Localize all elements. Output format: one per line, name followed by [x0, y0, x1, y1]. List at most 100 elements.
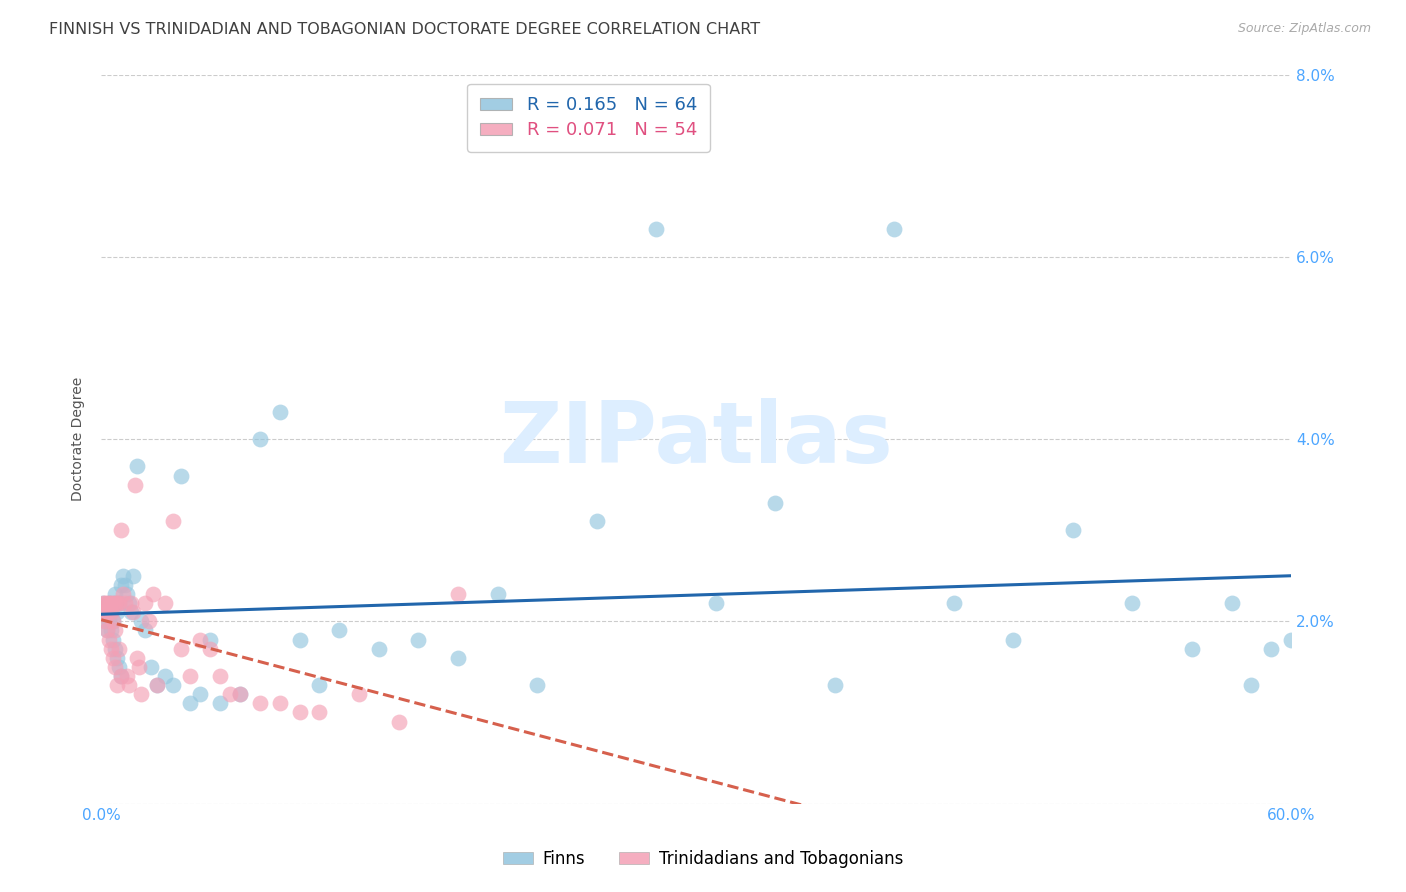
- Point: [110, 669, 132, 683]
- Point: [122, 568, 145, 582]
- Point: [249, 697, 271, 711]
- Point: [219, 687, 242, 701]
- Point: [122, 605, 145, 619]
- Point: [308, 706, 330, 720]
- Point: [120, 596, 142, 610]
- Point: [94, 596, 117, 610]
- Point: [98, 615, 121, 629]
- Point: [94, 615, 117, 629]
- Point: [1002, 632, 1025, 647]
- Point: [142, 587, 165, 601]
- Point: [153, 669, 176, 683]
- Point: [96, 605, 118, 619]
- Point: [200, 632, 222, 647]
- Point: [328, 624, 350, 638]
- Point: [125, 650, 148, 665]
- Point: [209, 669, 232, 683]
- Point: [347, 687, 370, 701]
- Point: [101, 596, 124, 610]
- Point: [388, 714, 411, 729]
- Point: [91, 596, 114, 610]
- Point: [134, 624, 156, 638]
- Point: [1062, 523, 1084, 537]
- Point: [108, 641, 131, 656]
- Point: [104, 624, 127, 638]
- Point: [486, 587, 509, 601]
- Point: [114, 578, 136, 592]
- Point: [96, 596, 118, 610]
- Point: [108, 660, 131, 674]
- Point: [114, 596, 136, 610]
- Point: [883, 222, 905, 236]
- Point: [96, 624, 118, 638]
- Point: [645, 222, 668, 236]
- Point: [586, 514, 609, 528]
- Text: Source: ZipAtlas.com: Source: ZipAtlas.com: [1237, 22, 1371, 36]
- Point: [100, 641, 122, 656]
- Point: [101, 615, 124, 629]
- Point: [104, 641, 127, 656]
- Point: [138, 615, 160, 629]
- Point: [105, 605, 128, 619]
- Point: [94, 615, 117, 629]
- Point: [101, 650, 124, 665]
- Point: [209, 697, 232, 711]
- Y-axis label: Doctorate Degree: Doctorate Degree: [72, 377, 86, 501]
- Point: [190, 632, 212, 647]
- Point: [98, 632, 121, 647]
- Legend: R = 0.165   N = 64, R = 0.071   N = 54: R = 0.165 N = 64, R = 0.071 N = 54: [467, 84, 710, 152]
- Point: [108, 596, 131, 610]
- Point: [308, 678, 330, 692]
- Point: [110, 523, 132, 537]
- Point: [200, 641, 222, 656]
- Point: [526, 678, 548, 692]
- Point: [367, 641, 389, 656]
- Point: [169, 468, 191, 483]
- Point: [824, 678, 846, 692]
- Point: [112, 568, 135, 582]
- Point: [153, 596, 176, 610]
- Legend: Finns, Trinidadians and Tobagonians: Finns, Trinidadians and Tobagonians: [496, 844, 910, 875]
- Text: FINNISH VS TRINIDADIAN AND TOBAGONIAN DOCTORATE DEGREE CORRELATION CHART: FINNISH VS TRINIDADIAN AND TOBAGONIAN DO…: [49, 22, 761, 37]
- Point: [169, 641, 191, 656]
- Point: [98, 596, 121, 610]
- Point: [104, 596, 127, 610]
- Point: [101, 632, 124, 647]
- Point: [269, 697, 291, 711]
- Point: [125, 459, 148, 474]
- Point: [179, 669, 201, 683]
- Point: [104, 587, 127, 601]
- Point: [105, 678, 128, 692]
- Point: [98, 596, 121, 610]
- Point: [249, 432, 271, 446]
- Point: [288, 632, 311, 647]
- Text: ZIPatlas: ZIPatlas: [499, 398, 893, 481]
- Point: [120, 605, 142, 619]
- Point: [288, 706, 311, 720]
- Point: [96, 605, 118, 619]
- Point: [447, 650, 470, 665]
- Point: [190, 687, 212, 701]
- Point: [229, 687, 252, 701]
- Point: [115, 587, 138, 601]
- Point: [704, 596, 727, 610]
- Point: [104, 660, 127, 674]
- Point: [100, 605, 122, 619]
- Point: [96, 624, 118, 638]
- Point: [129, 687, 152, 701]
- Point: [145, 678, 167, 692]
- Point: [115, 669, 138, 683]
- Point: [105, 596, 128, 610]
- Point: [1260, 641, 1282, 656]
- Point: [100, 605, 122, 619]
- Point: [765, 496, 787, 510]
- Point: [1121, 596, 1143, 610]
- Point: [134, 596, 156, 610]
- Point: [408, 632, 430, 647]
- Point: [269, 405, 291, 419]
- Point: [101, 615, 124, 629]
- Point: [1279, 632, 1302, 647]
- Point: [129, 615, 152, 629]
- Point: [128, 660, 150, 674]
- Point: [118, 596, 141, 610]
